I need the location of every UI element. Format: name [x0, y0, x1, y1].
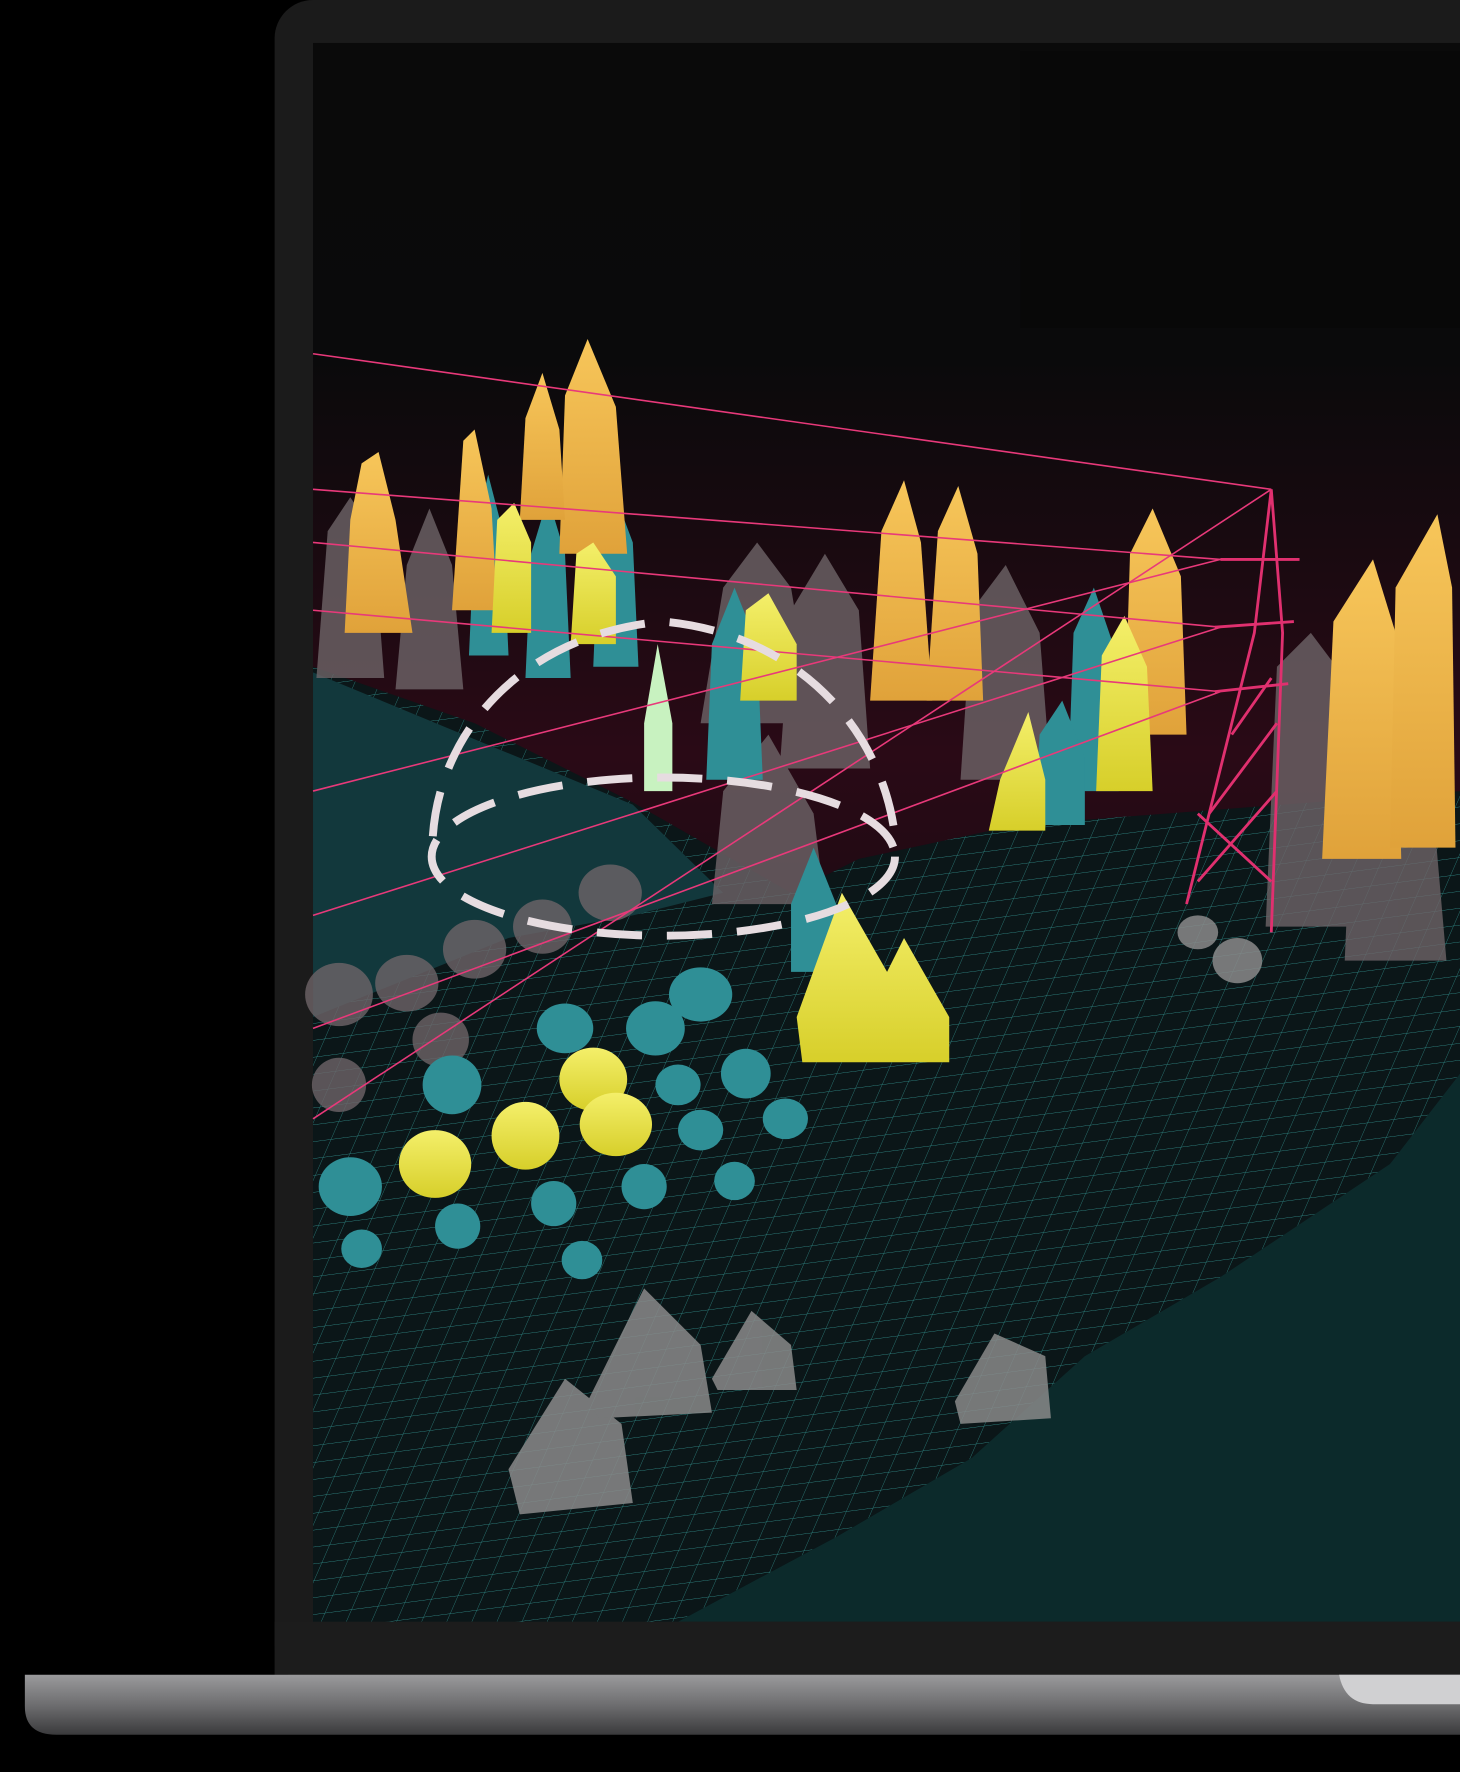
laptop-base — [24, 1674, 1460, 1735]
river — [313, 672, 724, 1018]
laptop-notch — [1339, 1674, 1460, 1705]
screen-dark-panel — [1020, 50, 1460, 328]
pylon — [1185, 489, 1300, 933]
selection-dome — [427, 617, 899, 940]
yellow-trees — [398, 502, 1153, 1198]
highlighted-tree — [644, 644, 673, 792]
laptop-chin — [274, 1621, 1460, 1675]
large-gray-trees — [508, 915, 1263, 1515]
lake — [678, 1073, 1460, 1622]
